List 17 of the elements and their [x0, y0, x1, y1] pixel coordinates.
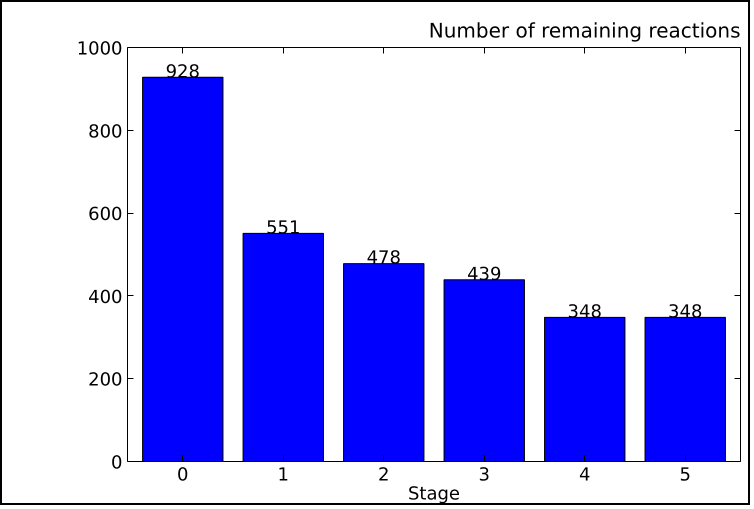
x-axis-title: Stage [408, 484, 460, 504]
x-tick-label: 1 [278, 464, 289, 486]
data-label: 478 [366, 248, 401, 269]
x-tick-label: 2 [378, 464, 390, 486]
y-tick-label: 200 [88, 370, 123, 391]
x-tick-label: 5 [680, 464, 691, 486]
chart-title: Number of remaining reactions [428, 18, 740, 42]
x-tick-label: 3 [478, 464, 490, 486]
data-label: 348 [568, 301, 602, 322]
data-label: 439 [467, 264, 502, 285]
x-tick-label: 4 [579, 464, 590, 486]
y-tick-label: 800 [88, 121, 123, 142]
x-tick-label: 0 [177, 464, 188, 486]
y-tick-label: 1000 [76, 38, 123, 60]
data-label: 348 [668, 301, 702, 322]
y-tick-label: 400 [88, 286, 123, 308]
y-tick-label: 600 [88, 204, 123, 226]
